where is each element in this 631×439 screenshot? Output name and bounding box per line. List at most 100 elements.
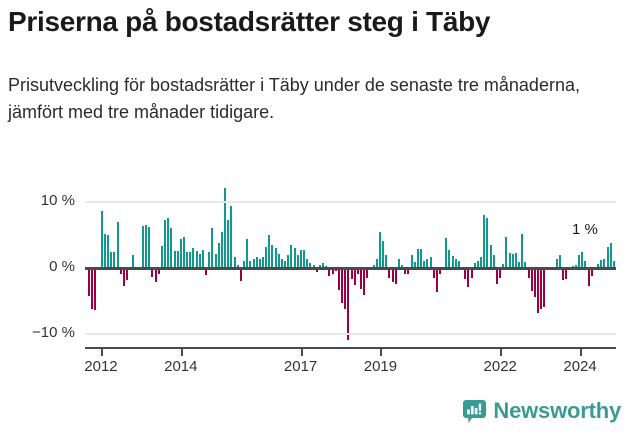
- bar: [255, 256, 258, 268]
- y-axis-label: 10 %: [40, 191, 75, 209]
- bar: [397, 259, 400, 268]
- bar: [521, 234, 524, 268]
- bar: [492, 254, 495, 268]
- value-annotation: 1 %: [572, 221, 598, 239]
- bar-chart-speech-bubble-icon: [463, 399, 487, 423]
- bar: [233, 257, 236, 268]
- bar: [543, 267, 546, 308]
- bar: [505, 237, 508, 268]
- bar: [271, 245, 274, 268]
- bar: [495, 267, 498, 285]
- bar: [363, 267, 366, 295]
- bar: [530, 267, 533, 291]
- bar: [578, 255, 581, 268]
- bar: [404, 267, 407, 275]
- bar: [480, 257, 483, 268]
- bar: [107, 234, 110, 268]
- bar: [467, 267, 470, 287]
- bar: [584, 261, 587, 268]
- bar: [590, 267, 593, 277]
- bar: [388, 267, 391, 278]
- bar: [600, 259, 603, 268]
- bar: [141, 226, 144, 268]
- bar: [606, 247, 609, 268]
- bar: [375, 258, 378, 268]
- bar: [280, 259, 283, 268]
- bar: [439, 267, 441, 275]
- x-axis-line: [85, 347, 616, 349]
- bar: [540, 267, 543, 309]
- y-axis-label: 0 %: [49, 257, 75, 275]
- bar: [451, 255, 454, 268]
- bar: [331, 267, 334, 275]
- bar: [587, 267, 590, 287]
- bar: [353, 267, 356, 285]
- bar: [394, 267, 397, 284]
- x-axis-label: 2019: [363, 358, 398, 375]
- bar: [116, 221, 119, 268]
- bar: [432, 267, 435, 279]
- bar: [249, 260, 252, 268]
- bar: [94, 267, 97, 311]
- bar: [391, 267, 394, 283]
- bar: [499, 267, 502, 278]
- bar: [151, 267, 154, 278]
- bar: [145, 224, 148, 268]
- bar: [296, 254, 299, 268]
- bar: [435, 267, 438, 292]
- bar: [100, 211, 103, 268]
- bar: [448, 249, 451, 268]
- bar: [356, 267, 359, 274]
- bar: [274, 248, 277, 268]
- bar: [423, 260, 426, 268]
- bar: [359, 267, 362, 289]
- bar: [533, 267, 536, 298]
- bar: [524, 261, 527, 268]
- bar: [457, 260, 460, 268]
- bar: [243, 261, 246, 268]
- x-axis-tick: [100, 349, 103, 356]
- bar: [227, 220, 230, 268]
- bar: [224, 187, 227, 268]
- x-axis-tick: [380, 349, 383, 356]
- bar: [205, 267, 208, 276]
- bar: [483, 215, 486, 268]
- x-axis-tick: [500, 349, 503, 356]
- x-axis-label: 2022: [483, 358, 517, 375]
- bar: [217, 242, 220, 268]
- newsworthy-logo[interactable]: Newsworthy: [463, 398, 621, 424]
- bar: [91, 267, 94, 310]
- chart-plot-wrapper: 10 % 0 % −10 % 2012 2014 2017 2019 2022 2024 1 …: [0, 160, 631, 375]
- bar: [612, 261, 615, 268]
- bar: [132, 255, 135, 268]
- bar: [489, 244, 492, 268]
- bar: [366, 267, 369, 278]
- bar: [502, 263, 505, 268]
- bar: [265, 246, 268, 268]
- bar: [318, 265, 321, 268]
- bar: [609, 243, 612, 268]
- bar: [287, 255, 290, 268]
- bar: [164, 220, 167, 268]
- chart-subtitle: Prisutveckling för bostadsrätter i Täby …: [8, 75, 580, 122]
- bar: [189, 251, 192, 268]
- bar: [88, 267, 91, 296]
- bar: [306, 258, 309, 268]
- bar: [378, 232, 381, 268]
- bar: [103, 234, 106, 268]
- x-axis-label: 2017: [283, 358, 318, 375]
- bar: [119, 267, 122, 275]
- bar: [309, 262, 312, 268]
- bar: [322, 263, 325, 268]
- bar: [179, 238, 182, 268]
- bar: [597, 263, 600, 268]
- bar: [192, 248, 195, 268]
- chart-footer: Newsworthy: [0, 396, 631, 439]
- bar-series: [85, 182, 616, 347]
- bar: [410, 255, 413, 268]
- bar: [214, 253, 217, 268]
- bar: [173, 250, 176, 268]
- x-axis-label: 2024: [563, 358, 597, 375]
- bar: [220, 232, 223, 268]
- bar: [347, 267, 350, 341]
